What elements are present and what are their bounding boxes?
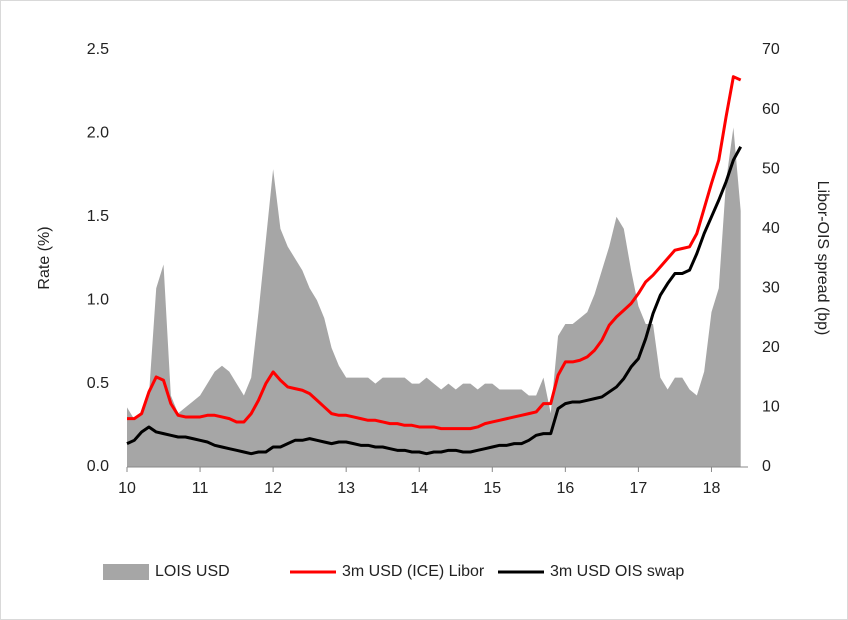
line xyxy=(127,75,742,431)
y-tick-label: 1.5 xyxy=(87,208,109,225)
y2-axis-title: Libor-OIS spread (bp) xyxy=(814,181,831,336)
x-tick-label: 13 xyxy=(337,480,355,497)
x-tick-label: 11 xyxy=(192,480,209,497)
y2-tick-label: 50 xyxy=(762,160,780,177)
x-tick-label: 12 xyxy=(264,480,282,497)
legend-label: 3m USD (ICE) Libor xyxy=(342,563,485,580)
legend-label: LOIS USD xyxy=(155,563,230,580)
y-tick-label: 0.5 xyxy=(87,375,109,392)
y2-tick-label: 10 xyxy=(762,399,780,416)
y2-tick-label: 30 xyxy=(762,280,780,297)
y2-tick-label: 60 xyxy=(762,101,780,118)
x-tick-label: 14 xyxy=(410,480,428,497)
y-tick-label: 2.0 xyxy=(87,125,109,142)
legend-label: 3m USD OIS swap xyxy=(550,563,684,580)
y-tick-label: 1.0 xyxy=(87,291,109,308)
x-tick-label: 17 xyxy=(630,480,648,497)
y-axis-title: Rate (%) xyxy=(36,226,53,289)
y-tick-label: 2.5 xyxy=(87,41,109,58)
y-tick-label: 0.0 xyxy=(87,458,109,475)
x-tick-label: 18 xyxy=(703,480,721,497)
y2-tick-label: 70 xyxy=(762,41,780,58)
legend-swatch xyxy=(103,564,149,580)
y2-tick-label: 0 xyxy=(762,458,771,475)
x-tick-label: 16 xyxy=(556,480,574,497)
y2-tick-label: 20 xyxy=(762,339,780,356)
x-tick-label: 10 xyxy=(118,480,136,497)
y2-tick-label: 40 xyxy=(762,220,780,237)
line xyxy=(126,146,743,456)
x-tick-label: 15 xyxy=(483,480,501,497)
